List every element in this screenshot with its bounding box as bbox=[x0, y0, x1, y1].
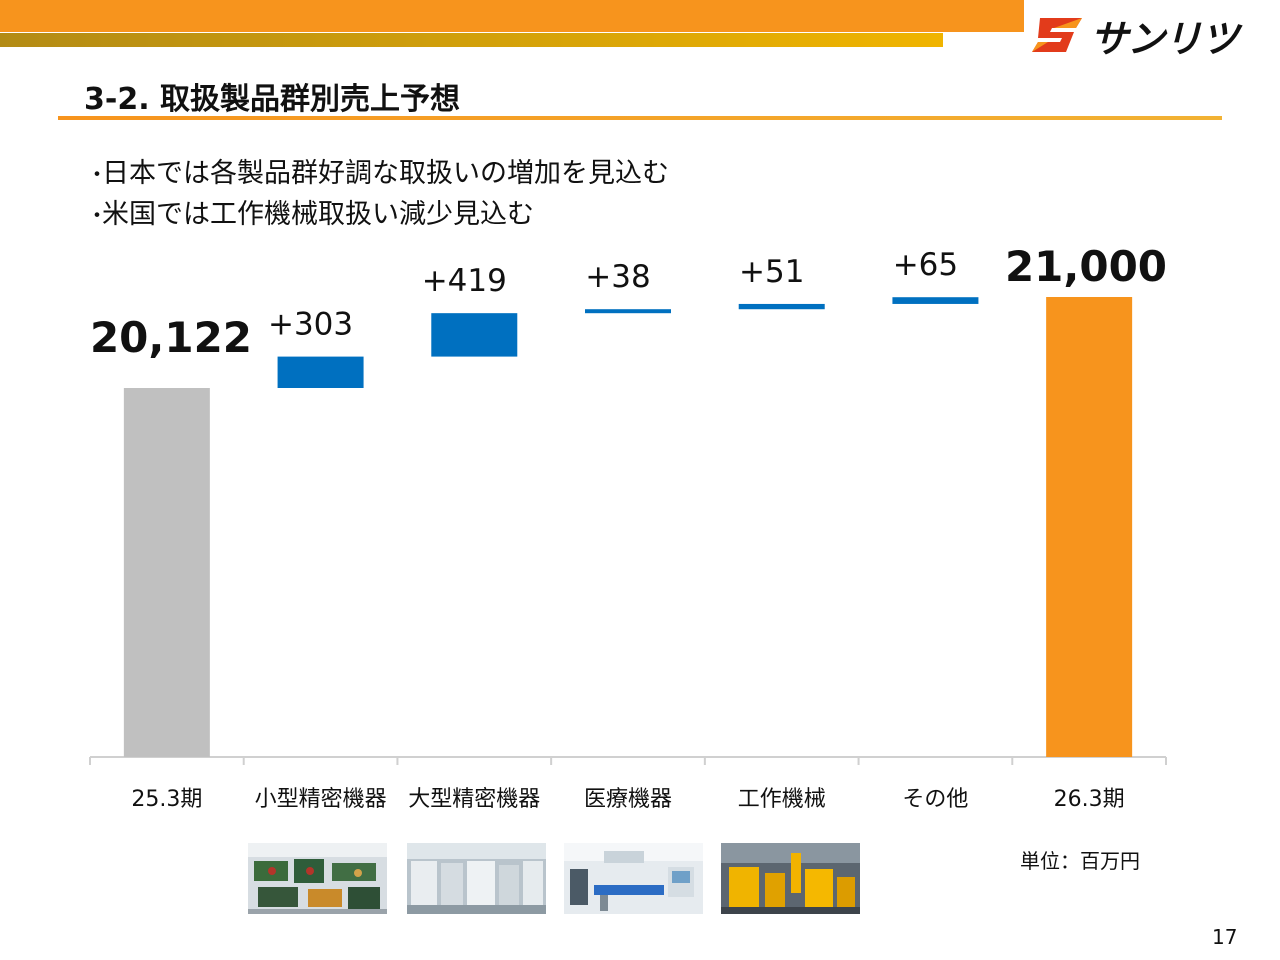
data-label-0: 20,122 bbox=[90, 313, 252, 362]
category-label-1: 小型精密機器 bbox=[255, 787, 387, 812]
sanritsu-logo-icon bbox=[1032, 18, 1082, 52]
data-label-3: +38 bbox=[585, 259, 650, 295]
page-number: 17 bbox=[1212, 925, 1238, 949]
title-underline bbox=[58, 116, 1222, 120]
bar-2 bbox=[431, 313, 518, 357]
data-label-1: +303 bbox=[268, 307, 353, 343]
category-label-6: 26.3期 bbox=[1054, 787, 1125, 812]
bullet-usa: 米国では工作機械取扱い減少見込む bbox=[86, 195, 669, 236]
medical-equipment-photo bbox=[564, 843, 703, 914]
category-label-0: 25.3期 bbox=[131, 787, 202, 812]
logo-wordmark: サンリツ bbox=[1090, 16, 1239, 61]
bullet-list: 日本では各製品群好調な取扱いの増加を見込む 米国では工作機械取扱い減少見込む bbox=[86, 154, 669, 236]
unit-label: 単位：百万円 bbox=[1020, 849, 1140, 873]
bar-5 bbox=[892, 297, 979, 304]
page-title: 3-2. 取扱製品群別売上予想 bbox=[84, 82, 461, 117]
bullet-japan: 日本では各製品群好調な取扱いの増加を見込む bbox=[86, 154, 669, 195]
small-precision-equipment-photo bbox=[248, 843, 387, 914]
category-label-4: 工作機械 bbox=[738, 787, 826, 812]
machine-tool-photo bbox=[721, 843, 860, 914]
data-label-6: 21,000 bbox=[1005, 242, 1167, 291]
company-logo: サンリツ bbox=[1032, 12, 1262, 61]
large-precision-equipment-photo bbox=[407, 843, 546, 914]
bar-0 bbox=[123, 388, 210, 757]
data-label-5: +65 bbox=[893, 247, 958, 283]
category-label-2: 大型精密機器 bbox=[408, 787, 540, 812]
data-label-2: +419 bbox=[422, 263, 507, 299]
bar-1 bbox=[277, 356, 364, 388]
category-label-3: 医療機器 bbox=[584, 787, 672, 812]
bar-6 bbox=[1046, 297, 1133, 757]
header-gold-band bbox=[0, 33, 943, 47]
bar-4 bbox=[738, 303, 825, 310]
bar-3 bbox=[585, 309, 671, 314]
data-label-4: +51 bbox=[739, 254, 804, 290]
header-orange-band bbox=[0, 0, 1024, 32]
product-photos bbox=[248, 843, 860, 915]
category-label-5: その他 bbox=[902, 787, 968, 812]
